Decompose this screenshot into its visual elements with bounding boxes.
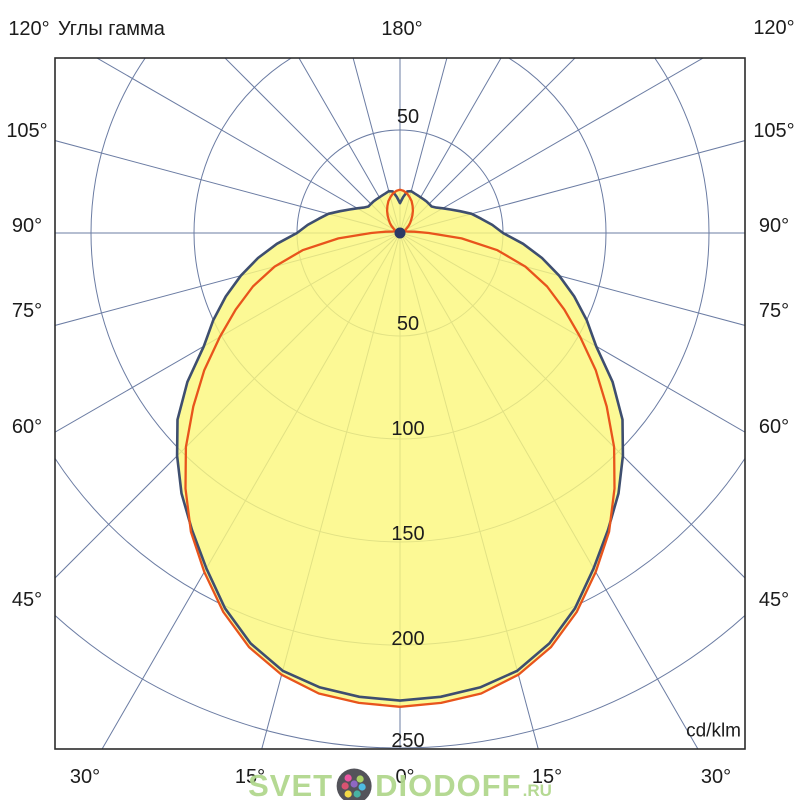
- curve-c0-c180: [175, 189, 625, 702]
- gamma-label-left-3: 60°: [11, 416, 43, 438]
- gamma-label-bottom-3: 15°: [531, 766, 563, 788]
- intensity-fill-region: [177, 189, 623, 707]
- radial-tick-label-2: 100: [391, 418, 425, 440]
- gamma-label-top-left: 120°: [8, 18, 50, 40]
- watermark-prefix: SVET: [248, 768, 334, 800]
- gamma-label-top-center: 180°: [381, 18, 423, 40]
- gamma-label-left-0: 105°: [6, 120, 48, 142]
- radial-tick-label-1: 50: [396, 313, 420, 335]
- radial-tick-label-3: 150: [391, 523, 425, 545]
- gamma-label-right-3: 60°: [758, 416, 790, 438]
- chart-title: Углы гамма: [58, 18, 165, 40]
- gamma-label-top-right: 120°: [753, 17, 795, 39]
- radial-tick-label-5: 250: [391, 730, 425, 752]
- gamma-label-bottom-0: 30°: [69, 766, 101, 788]
- gamma-label-right-4: 45°: [758, 589, 790, 611]
- gamma-label-bottom-2: 0°: [395, 766, 415, 788]
- svetodiodoff-logo-icon: [336, 768, 372, 800]
- watermark: SVET DIODOFF .RU: [248, 767, 552, 800]
- unit-label: cd/klm: [686, 720, 741, 742]
- gamma-label-left-2: 75°: [11, 300, 43, 322]
- gamma-label-right-2: 75°: [758, 300, 790, 322]
- plot-border: [54, 57, 746, 750]
- gamma-label-left-4: 45°: [11, 589, 43, 611]
- gamma-label-right-1: 90°: [758, 215, 790, 237]
- watermark-tld: .RU: [522, 781, 552, 800]
- radial-tick-label-4: 200: [391, 628, 425, 650]
- polar-origin-dot: [394, 227, 406, 239]
- watermark-name: DIODOFF: [375, 768, 522, 800]
- gamma-label-bottom-4: 30°: [700, 766, 732, 788]
- gamma-label-left-1: 90°: [11, 215, 43, 237]
- gamma-label-right-0: 105°: [753, 120, 795, 142]
- gamma-label-bottom-1: 15°: [234, 766, 266, 788]
- curve-c90-c270: [184, 188, 616, 708]
- radial-tick-label-0: 50: [396, 106, 420, 128]
